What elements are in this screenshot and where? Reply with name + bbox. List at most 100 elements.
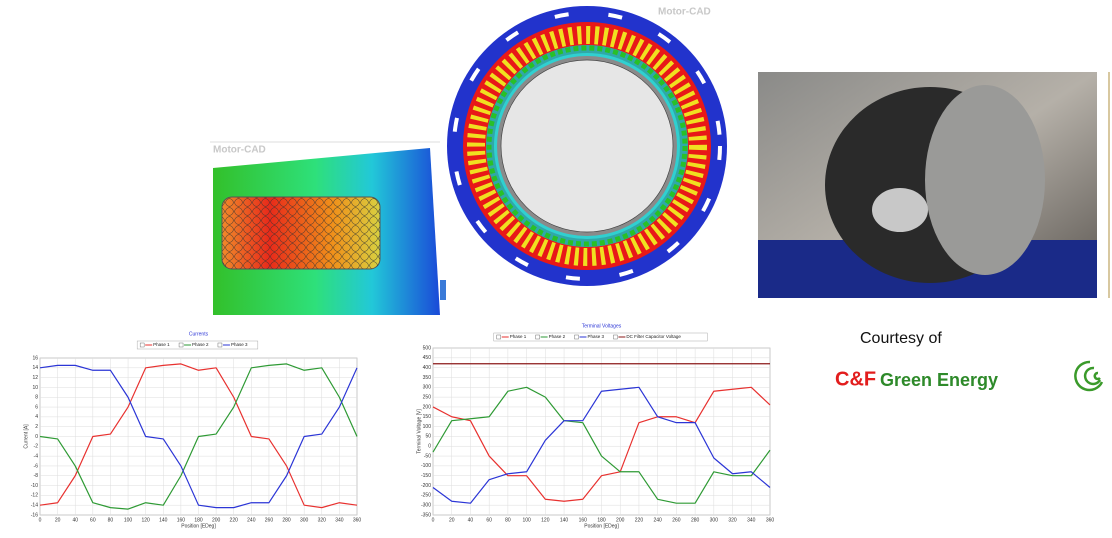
legend-label: DC Filter Capacitor Voltage — [626, 334, 681, 339]
x-tick-label: 240 — [653, 517, 662, 523]
x-axis-label: Position [EDeg] — [584, 523, 619, 529]
y-tick-label: 4 — [35, 414, 38, 420]
logo-name: Green Energy — [880, 370, 998, 390]
legend-label: Phase 3 — [231, 342, 248, 347]
series-line — [39, 363, 358, 510]
y-tick-label: 100 — [423, 424, 432, 430]
series-line — [39, 363, 358, 509]
y-tick-label: 0 — [35, 434, 38, 440]
x-tick-label: 260 — [672, 517, 681, 523]
chart-title: Terminal Voltages — [582, 323, 622, 329]
legend-box — [493, 332, 708, 342]
legend-label: Phase 2 — [192, 342, 209, 347]
x-tick-label: 0 — [432, 517, 435, 523]
y-tick-label: -300 — [421, 503, 431, 509]
y-tick-label: -250 — [421, 493, 431, 499]
x-tick-label: 220 — [635, 517, 644, 523]
x-tick-label: 200 — [212, 517, 221, 523]
x-tick-label: 280 — [282, 517, 291, 523]
x-tick-label: 360 — [766, 517, 775, 523]
legend-checkbox — [178, 342, 184, 348]
x-tick-label: 320 — [318, 517, 327, 523]
y-tick-label: 16 — [32, 355, 38, 361]
x-tick-label: 80 — [108, 517, 114, 523]
series-line — [432, 386, 771, 502]
legend-checkbox — [496, 334, 501, 340]
thermal-plot — [210, 141, 446, 315]
legend-label: Phase 1 — [510, 334, 527, 339]
y-tick-label: -16 — [31, 512, 38, 518]
logo-icon — [1074, 360, 1104, 392]
y-tick-label: -150 — [421, 473, 431, 479]
x-axis-label: Position [EDeg] — [181, 523, 216, 529]
legend-label: Phase 1 — [153, 342, 170, 347]
y-tick-label: 250 — [423, 394, 432, 400]
x-tick-label: 260 — [265, 517, 274, 523]
x-tick-label: 0 — [39, 517, 42, 523]
courtesy-text: Courtesy of — [860, 330, 942, 347]
legend-label: Phase 3 — [588, 334, 605, 339]
x-tick-label: 140 — [159, 517, 168, 523]
x-tick-label: 320 — [728, 517, 737, 523]
x-tick-label: 60 — [486, 517, 492, 523]
legend-checkbox — [139, 342, 145, 348]
y-axis-label: Terminal Voltage [V] — [416, 409, 422, 454]
series-line — [39, 364, 358, 509]
series-line — [432, 386, 771, 504]
y-tick-label: 14 — [32, 365, 38, 371]
x-tick-label: 340 — [335, 517, 344, 523]
x-tick-label: 180 — [194, 517, 203, 523]
y-tick-label: 10 — [32, 385, 38, 391]
y-tick-label: -8 — [34, 473, 39, 479]
y-tick-label: 200 — [423, 404, 432, 410]
y-tick-label: 350 — [423, 375, 432, 381]
y-tick-label: 8 — [35, 395, 38, 401]
x-tick-label: 160 — [177, 517, 186, 523]
x-tick-label: 140 — [560, 517, 569, 523]
x-tick-label: 100 — [522, 517, 531, 523]
legend-checkbox — [574, 334, 579, 340]
legend-checkbox — [613, 334, 618, 340]
x-tick-label: 200 — [616, 517, 625, 523]
legend-checkbox — [217, 342, 223, 348]
x-tick-label: 300 — [300, 517, 309, 523]
x-tick-label: 180 — [597, 517, 606, 523]
x-tick-label: 160 — [579, 517, 588, 523]
watermark: Motor-CAD — [658, 7, 711, 18]
logo-cf: C&F — [835, 368, 876, 390]
x-tick-label: 360 — [353, 517, 362, 523]
y-tick-label: -10 — [31, 483, 38, 489]
x-tick-label: 100 — [124, 517, 133, 523]
y-tick-label: 50 — [425, 434, 431, 440]
y-tick-label: 450 — [423, 355, 432, 361]
x-tick-label: 40 — [72, 517, 78, 523]
x-tick-label: 120 — [141, 517, 150, 523]
legend-box — [136, 340, 259, 350]
legend-checkbox — [535, 334, 540, 340]
x-tick-label: 220 — [230, 517, 239, 523]
y-tick-label: 2 — [35, 424, 38, 430]
chart-title: Currents — [189, 331, 209, 337]
y-tick-label: -100 — [421, 463, 431, 469]
x-tick-label: 240 — [247, 517, 256, 523]
x-tick-label: 60 — [90, 517, 96, 523]
motor-photo — [758, 72, 1110, 298]
y-tick-label: 150 — [423, 414, 432, 420]
y-tick-label: 12 — [32, 375, 38, 381]
y-tick-label: -12 — [31, 493, 38, 499]
y-tick-label: -2 — [34, 444, 39, 450]
y-tick-label: -6 — [34, 463, 39, 469]
y-tick-label: 6 — [35, 404, 38, 410]
x-tick-label: 300 — [710, 517, 719, 523]
y-tick-label: -50 — [424, 453, 431, 459]
x-tick-label: 340 — [747, 517, 756, 523]
y-axis-label: Current [A] — [23, 424, 29, 449]
y-tick-label: -14 — [31, 503, 38, 509]
legend-label: Phase 2 — [549, 334, 566, 339]
x-tick-label: 20 — [55, 517, 61, 523]
y-tick-label: 500 — [423, 345, 432, 351]
y-tick-label: 300 — [423, 385, 432, 391]
series-line — [432, 386, 771, 504]
y-tick-label: 0 — [428, 444, 431, 450]
